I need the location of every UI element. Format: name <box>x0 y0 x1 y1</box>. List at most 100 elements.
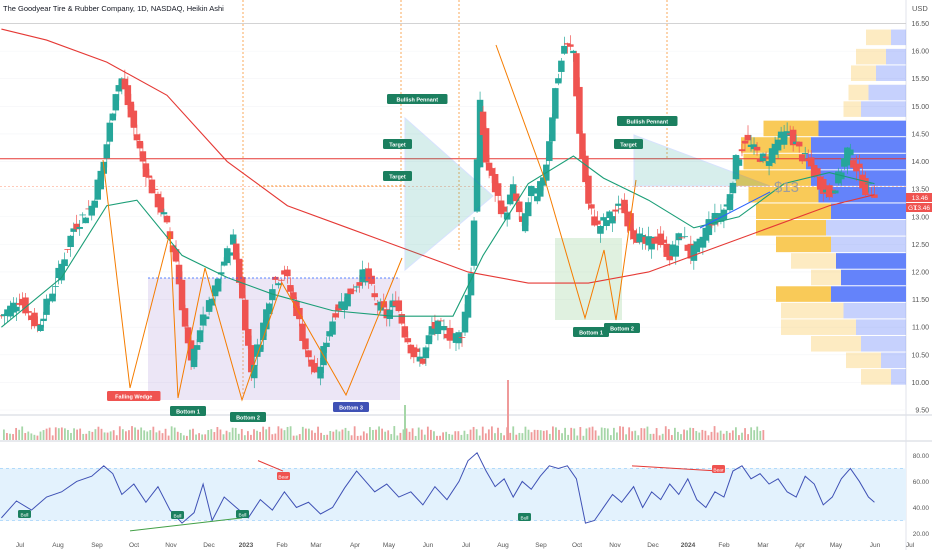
candle-body <box>356 282 363 286</box>
volume-bar <box>106 432 109 440</box>
volume-bar <box>326 434 329 440</box>
candle-body <box>208 298 216 306</box>
volume-bar <box>710 431 713 440</box>
candle-body <box>690 245 698 261</box>
volume-bar <box>182 435 185 440</box>
volume-bar <box>686 430 688 440</box>
volume-bar <box>640 428 643 440</box>
volume-bar <box>735 427 737 440</box>
candle-body <box>344 293 351 307</box>
candle-body <box>844 147 851 166</box>
candle-body <box>305 350 312 358</box>
candle-body <box>287 285 294 292</box>
candle-body <box>458 337 466 338</box>
candle-body <box>856 163 863 168</box>
volume-bar <box>314 432 316 440</box>
volume-bar <box>524 426 527 440</box>
volume-bar <box>426 426 429 440</box>
rsi-divergence <box>631 465 719 472</box>
volume-bar <box>390 434 393 440</box>
volume-bar <box>509 432 512 440</box>
candle-body <box>127 101 135 118</box>
candle-body <box>163 215 171 223</box>
volume-bar <box>472 426 475 440</box>
volume-bar <box>320 432 322 440</box>
volume-profile-bar <box>891 29 906 46</box>
volume-profile-bar <box>861 369 891 385</box>
candle-body <box>473 159 481 212</box>
candle-body <box>94 179 101 200</box>
volume-bar <box>298 434 301 440</box>
candle-body <box>175 264 183 285</box>
volume-bar <box>94 429 97 440</box>
candle-body <box>223 248 231 264</box>
rsi-badge-label: Bull <box>239 513 247 519</box>
y-tick-label: 13.00 <box>911 214 929 221</box>
volume-bar <box>286 426 289 440</box>
projection-label: $13 <box>774 179 799 196</box>
volume-bar <box>423 434 426 440</box>
volume-bar <box>115 435 118 440</box>
volume-bar <box>741 432 743 440</box>
volume-bar <box>484 433 487 440</box>
candle-body <box>558 60 565 72</box>
volume-bar <box>588 427 591 440</box>
candle-body <box>720 209 728 220</box>
candle-body <box>675 233 683 241</box>
volume-bar <box>747 434 749 440</box>
price-badge <box>906 203 932 212</box>
volume-bar <box>744 428 746 440</box>
volume-bar <box>362 431 365 440</box>
volume-bar <box>125 431 127 440</box>
volume-bar <box>527 429 530 440</box>
volume-bar <box>57 428 60 440</box>
volume-bar <box>664 426 667 440</box>
volume-bar <box>146 431 149 440</box>
x-tick-label: Oct <box>572 542 582 549</box>
volume-bar <box>67 429 69 440</box>
price-badge-value: 13.46 <box>912 195 929 202</box>
volume-bar <box>118 426 121 440</box>
candle-body <box>121 78 129 90</box>
candle-body <box>1 314 8 317</box>
candle-body <box>284 269 291 277</box>
candle-body <box>546 141 553 161</box>
pattern-badge-label: Bullish Pennant <box>396 98 438 104</box>
candle-body <box>148 179 156 194</box>
volume-bar <box>85 433 88 440</box>
volume-bar <box>564 427 566 440</box>
volume-bar <box>283 430 286 440</box>
candle-body <box>58 263 65 281</box>
candle-body <box>564 43 571 45</box>
volume-bar <box>582 435 585 440</box>
candle-body <box>567 44 574 47</box>
volume-bar <box>469 429 472 440</box>
rsi-divergence <box>129 517 243 532</box>
candle-body <box>531 188 538 194</box>
x-tick-label: Jun <box>870 542 881 549</box>
volume-bar <box>451 434 454 440</box>
rsi-tick-label: 40.00 <box>913 505 930 512</box>
rsi-badge <box>236 510 249 518</box>
rsi-badge <box>18 510 31 518</box>
candle-body <box>217 272 225 275</box>
volume-bar <box>622 426 624 440</box>
candle-body <box>347 288 354 295</box>
volume-bar <box>683 429 685 440</box>
volume-bar <box>594 430 597 440</box>
double-bottom-pattern <box>495 44 637 321</box>
x-tick-label: Jul <box>16 542 25 549</box>
volume-bar <box>250 434 252 440</box>
candle-body <box>329 321 336 335</box>
volume-bar <box>497 427 499 440</box>
candle-body <box>744 134 752 141</box>
pattern-badge-label: Bottom 3 <box>339 406 363 412</box>
candle-body <box>807 157 815 167</box>
candle-body <box>245 329 252 346</box>
candle-body <box>299 323 306 341</box>
candle-body <box>353 286 360 288</box>
candle-body <box>67 235 74 248</box>
candle-body <box>594 220 601 225</box>
